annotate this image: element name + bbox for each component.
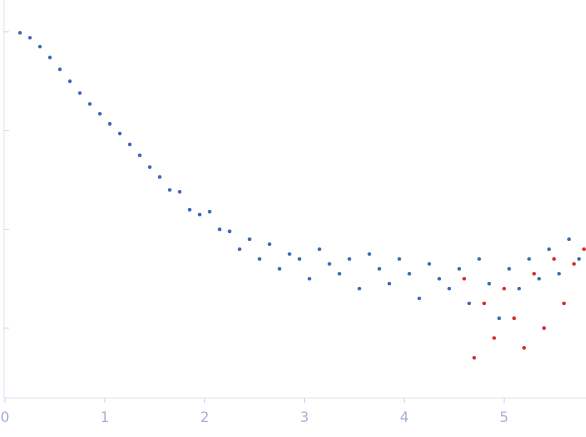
data-point <box>187 207 192 212</box>
data-point <box>487 281 491 286</box>
data-point <box>517 286 521 291</box>
x-tick-label: 1 <box>100 410 109 426</box>
data-point <box>547 247 551 251</box>
data-point <box>227 229 232 234</box>
data-point <box>88 102 92 106</box>
data-point <box>177 189 182 194</box>
data-point <box>397 257 402 261</box>
data-point <box>108 122 112 126</box>
data-point <box>337 271 342 276</box>
data-point <box>147 165 152 169</box>
data-point <box>18 31 22 35</box>
data-point <box>257 257 262 261</box>
data-point <box>462 276 467 281</box>
data-point <box>482 301 486 306</box>
data-point <box>567 237 571 242</box>
data-point <box>427 262 432 266</box>
data-point <box>277 267 282 271</box>
data-point <box>137 153 142 158</box>
data-point <box>437 276 442 281</box>
data-point <box>118 131 122 136</box>
data-point <box>497 316 501 320</box>
data-point <box>582 247 586 251</box>
data-point <box>157 175 162 179</box>
x-tick-label: 0 <box>1 410 10 426</box>
data-point <box>507 267 511 271</box>
data-point <box>377 267 382 271</box>
data-point <box>347 257 352 261</box>
data-point <box>317 247 322 251</box>
data-point <box>532 271 536 276</box>
data-point <box>327 262 332 266</box>
data-point <box>492 336 496 340</box>
data-point <box>477 257 481 261</box>
data-point <box>197 212 202 217</box>
data-point <box>467 301 472 306</box>
data-point <box>472 355 476 360</box>
data-point <box>417 296 422 301</box>
data-point <box>512 316 516 320</box>
data-point <box>407 271 412 276</box>
data-point <box>247 237 252 242</box>
data-point <box>58 67 62 72</box>
x-tick-label: 4 <box>400 410 409 426</box>
data-point <box>357 286 362 291</box>
data-point <box>577 257 581 261</box>
data-point <box>127 142 132 147</box>
data-point <box>557 271 561 276</box>
data-point <box>167 188 172 192</box>
data-point <box>307 276 312 281</box>
data-point <box>48 55 52 60</box>
data-point <box>38 44 42 49</box>
x-tick-label: 3 <box>300 410 309 426</box>
data-point <box>267 242 272 246</box>
data-point <box>537 276 541 281</box>
x-tick-label: 5 <box>500 410 509 426</box>
data-point <box>78 91 82 95</box>
data-point <box>447 286 452 291</box>
data-point <box>562 301 566 306</box>
data-point <box>502 286 506 291</box>
data-point <box>287 252 292 256</box>
data-point <box>68 79 72 84</box>
data-point <box>207 209 212 214</box>
x-tick-label: 2 <box>200 410 209 426</box>
data-point <box>237 247 242 251</box>
data-point <box>28 35 32 40</box>
data-point <box>297 257 302 261</box>
data-point <box>522 346 526 350</box>
data-point <box>527 257 531 261</box>
data-point <box>542 326 546 330</box>
data-point <box>387 281 392 286</box>
data-point <box>457 267 462 271</box>
data-point <box>98 111 102 116</box>
data-point <box>367 252 372 256</box>
data-point <box>217 227 222 232</box>
data-point <box>572 262 576 266</box>
data-point <box>552 257 556 261</box>
